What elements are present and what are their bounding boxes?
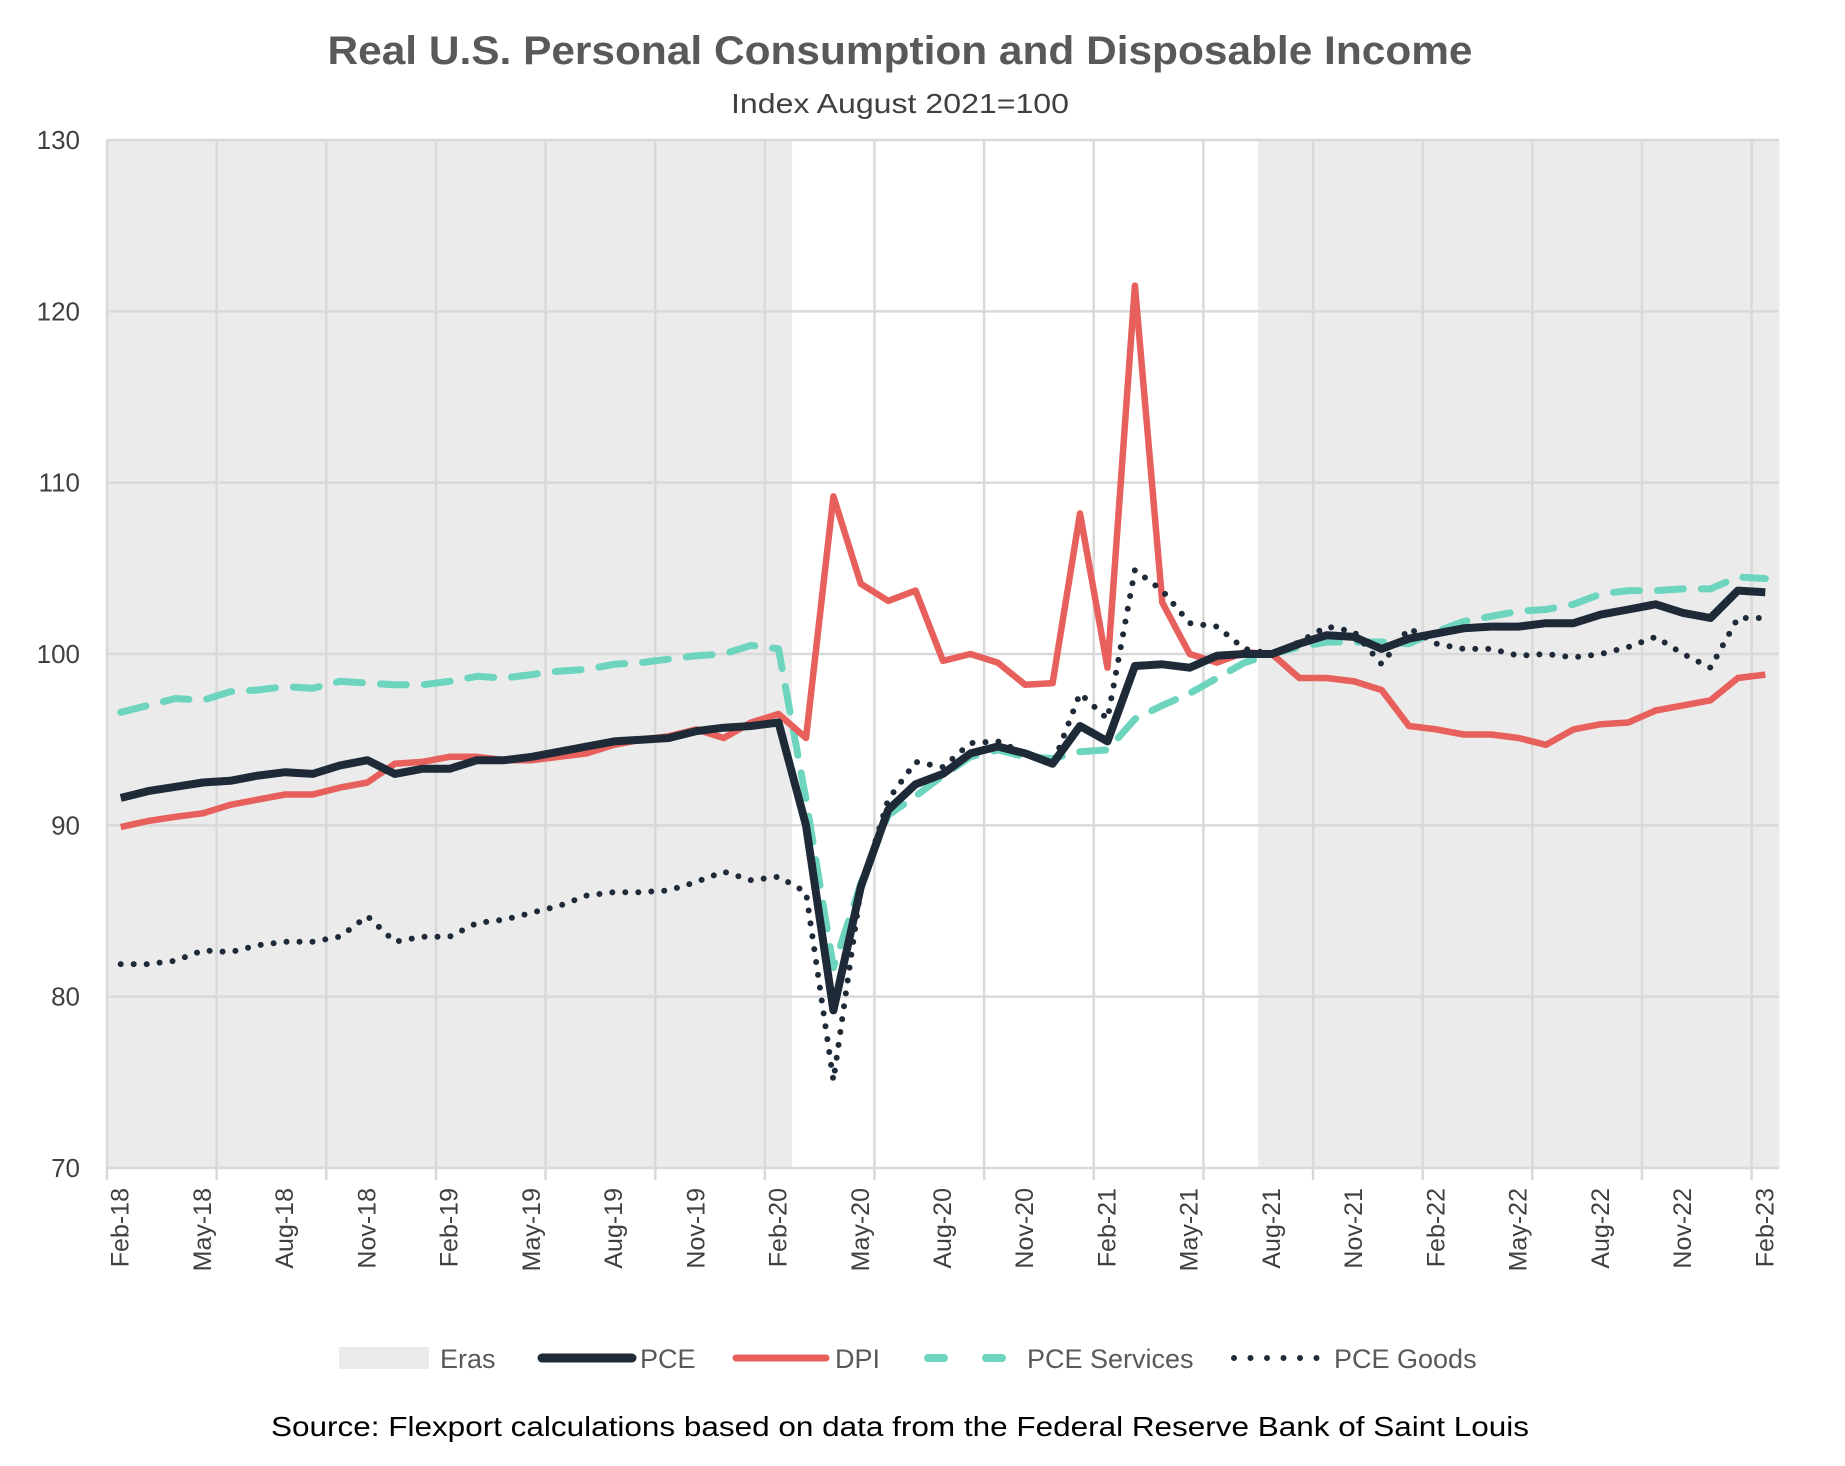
x-tick-label: Nov-20	[1011, 1188, 1039, 1269]
y-tick-label: 100	[37, 639, 80, 669]
x-tick-label: Nov-22	[1669, 1188, 1697, 1269]
legend-label-eras: Eras	[440, 1344, 496, 1374]
series-line-dpi	[120, 282, 1766, 831]
x-tick-label: May-18	[189, 1188, 217, 1271]
x-tick-label: Nov-21	[1340, 1188, 1368, 1269]
x-tick-label: Feb-23	[1751, 1188, 1779, 1267]
chart-subtitle: Index August 2021=100	[731, 88, 1069, 119]
legend-label-pce-services: PCE Services	[1027, 1344, 1194, 1374]
x-axis: Feb-18 May-18 Aug-18 Nov-18 Feb-19 May-19 Aug-…	[107, 1188, 1780, 1271]
y-axis: 70 80 90 100 110 120 130	[37, 125, 80, 1183]
x-tick-label: Aug-19	[600, 1188, 628, 1269]
x-tick-label: May-22	[1505, 1188, 1533, 1271]
y-tick-label: 130	[37, 125, 80, 155]
y-tick-label: 80	[51, 982, 80, 1012]
x-tick-label: Feb-19	[436, 1188, 464, 1267]
x-tick-label: Feb-18	[107, 1188, 135, 1267]
x-tick-label: Feb-20	[765, 1188, 793, 1267]
legend-label-pce-goods: PCE Goods	[1334, 1344, 1477, 1374]
legend-swatch-eras	[339, 1347, 429, 1369]
legend-label-pce: PCE	[640, 1344, 696, 1374]
series-lines	[117, 282, 1769, 1084]
x-tick-label: Feb-22	[1422, 1188, 1450, 1267]
y-tick-label: 110	[39, 468, 80, 498]
y-tick-label: 120	[37, 296, 80, 326]
legend: Eras PCE DPI PCE Services PCE Goods	[339, 1344, 1477, 1374]
x-tick-label: Nov-18	[353, 1188, 381, 1269]
legend-label-dpi: DPI	[835, 1344, 880, 1374]
y-tick-label: 90	[51, 810, 80, 840]
x-tick-label: May-20	[847, 1188, 875, 1271]
x-tick-label: Aug-21	[1258, 1188, 1286, 1269]
series-line-pce-services	[117, 573, 1769, 971]
chart-title: Real U.S. Personal Consumption and Dispo…	[328, 29, 1473, 73]
x-tick-label: May-21	[1176, 1188, 1204, 1271]
x-tick-label: Feb-21	[1093, 1188, 1121, 1267]
y-tick-label: 70	[51, 1153, 80, 1183]
x-tick-label: May-19	[518, 1188, 546, 1271]
series-line-pce	[119, 586, 1766, 1015]
x-tick-label: Aug-22	[1587, 1188, 1615, 1269]
series-line-pce-goods	[117, 567, 1769, 1084]
source-note: Source: Flexport calculations based on d…	[271, 1411, 1529, 1442]
x-tick-label: Aug-18	[271, 1188, 299, 1269]
x-tick-label: Aug-20	[929, 1188, 957, 1269]
x-tick-label: Nov-19	[682, 1188, 710, 1269]
